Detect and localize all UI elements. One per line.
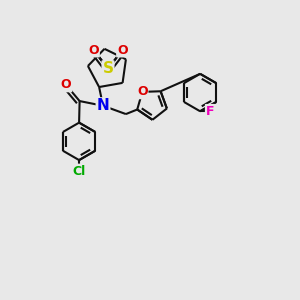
- Text: F: F: [206, 105, 214, 118]
- Text: O: O: [88, 44, 99, 57]
- Text: O: O: [61, 78, 71, 92]
- Text: S: S: [103, 61, 113, 76]
- Text: N: N: [97, 98, 110, 113]
- Text: O: O: [137, 85, 148, 98]
- Text: Cl: Cl: [73, 164, 86, 178]
- Text: O: O: [117, 44, 128, 57]
